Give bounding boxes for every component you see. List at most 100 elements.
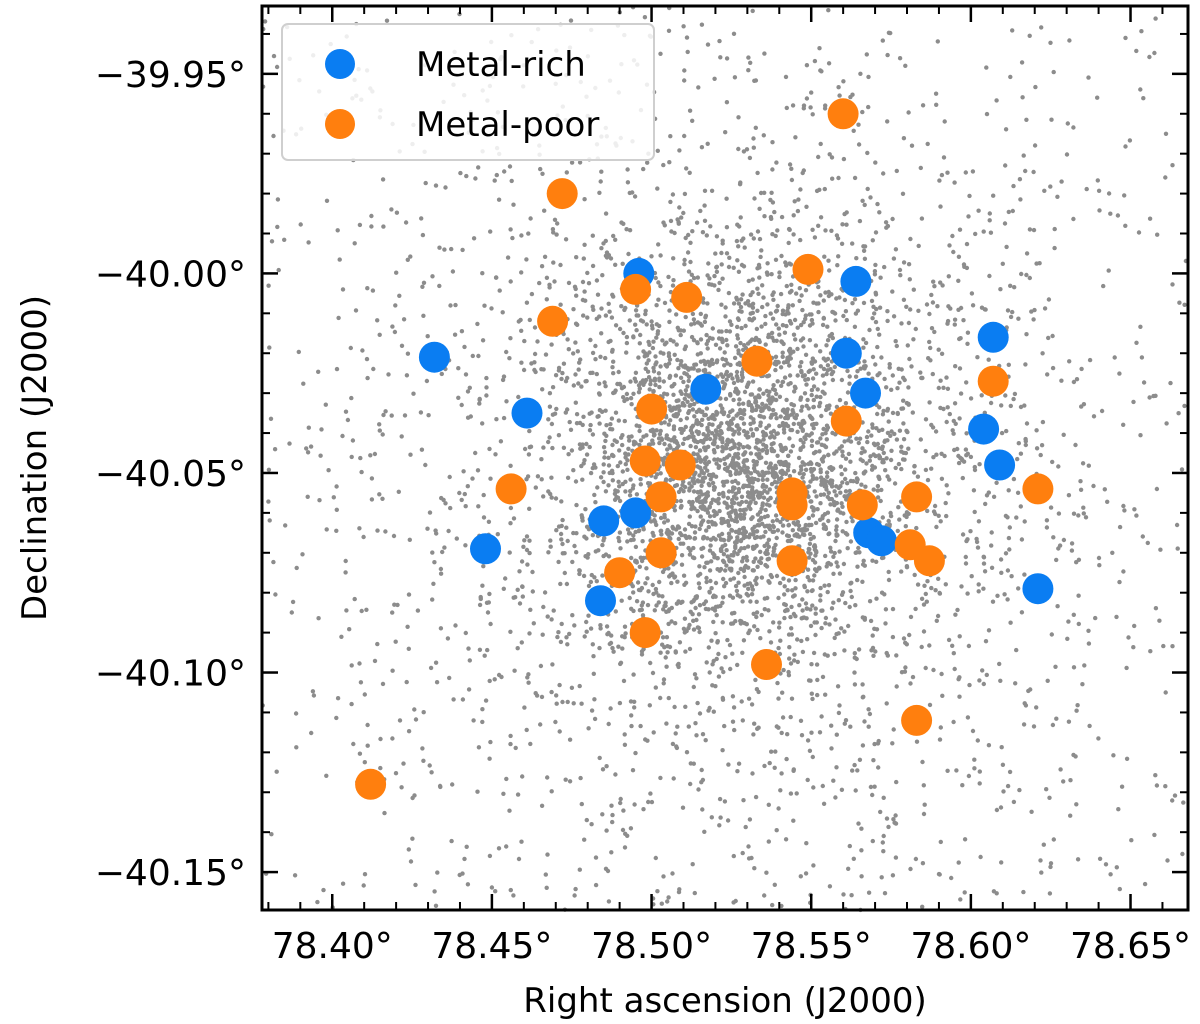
field-star [658, 51, 663, 56]
field-star [694, 617, 699, 623]
field-star [699, 479, 704, 484]
field-star [1106, 191, 1112, 196]
field-star [761, 534, 766, 539]
field-star [372, 658, 378, 664]
field-star [591, 671, 596, 676]
field-star [624, 391, 630, 397]
field-star [1163, 175, 1168, 180]
field-star [717, 491, 722, 497]
field-star [1032, 143, 1038, 148]
field-star [857, 436, 863, 441]
field-star [791, 469, 797, 474]
field-star [837, 703, 842, 708]
field-star [489, 885, 495, 890]
field-star [467, 658, 472, 663]
field-star [1022, 572, 1027, 577]
field-star [797, 298, 802, 304]
field-star [653, 855, 658, 861]
field-star [404, 679, 409, 685]
field-star [808, 551, 813, 556]
field-star [606, 483, 611, 488]
field-star [906, 262, 912, 267]
field-star [704, 575, 709, 581]
field-star [784, 756, 789, 762]
field-star [826, 452, 831, 458]
field-star [748, 292, 753, 298]
field-star [1022, 519, 1027, 524]
field-star [916, 308, 921, 313]
field-star [701, 432, 706, 437]
field-star [504, 399, 509, 404]
field-star [405, 257, 410, 262]
field-star [774, 518, 780, 523]
field-star [410, 836, 415, 841]
field-star [728, 418, 734, 424]
field-star [365, 375, 370, 381]
field-star [1157, 618, 1162, 623]
field-star [661, 677, 667, 682]
field-star [722, 461, 728, 467]
field-star [711, 709, 716, 714]
field-star [559, 621, 564, 627]
field-star [556, 524, 562, 529]
field-star [869, 298, 875, 304]
field-star [1047, 795, 1052, 800]
field-star [1117, 579, 1122, 585]
field-star [1046, 297, 1052, 302]
field-star [810, 513, 816, 518]
field-star [666, 361, 672, 366]
field-star [775, 680, 780, 686]
field-star [880, 515, 885, 520]
field-star [623, 455, 628, 460]
field-star [266, 283, 271, 288]
field-star [643, 308, 648, 313]
field-star [676, 328, 681, 333]
field-star [497, 288, 502, 293]
field-star [720, 620, 725, 625]
field-star [1007, 525, 1012, 530]
field-star [664, 609, 669, 614]
field-star [547, 391, 553, 396]
field-star [807, 541, 813, 546]
field-star [880, 38, 885, 43]
field-star [977, 781, 982, 786]
field-star [283, 523, 288, 528]
field-star [521, 544, 526, 549]
field-star [632, 194, 638, 199]
field-star [679, 562, 685, 567]
field-star [336, 315, 341, 321]
field-star [447, 474, 452, 480]
field-star [691, 366, 696, 371]
field-star [1067, 359, 1072, 364]
field-star [296, 349, 301, 355]
field-star [686, 724, 691, 729]
field-star [294, 565, 299, 571]
field-star [289, 610, 294, 615]
field-star [786, 453, 791, 459]
field-star [964, 241, 970, 247]
field-star [876, 445, 881, 451]
field-star [884, 650, 889, 656]
field-star [691, 761, 696, 766]
field-star [794, 291, 799, 296]
field-star [399, 343, 405, 348]
field-star [739, 372, 745, 378]
field-star [782, 615, 787, 621]
field-star [377, 492, 382, 497]
field-star [885, 474, 890, 479]
field-star [646, 589, 651, 594]
field-star [443, 185, 448, 190]
field-star [448, 505, 453, 511]
field-star [746, 278, 751, 284]
field-star [749, 702, 755, 707]
field-star [953, 364, 958, 369]
field-star [1117, 524, 1123, 530]
field-star [823, 290, 828, 295]
field-star [835, 507, 841, 512]
field-star [334, 528, 339, 533]
field-star [811, 397, 816, 403]
field-star [761, 391, 766, 396]
field-star [713, 580, 719, 586]
field-star [927, 400, 932, 405]
field-star [809, 317, 815, 323]
